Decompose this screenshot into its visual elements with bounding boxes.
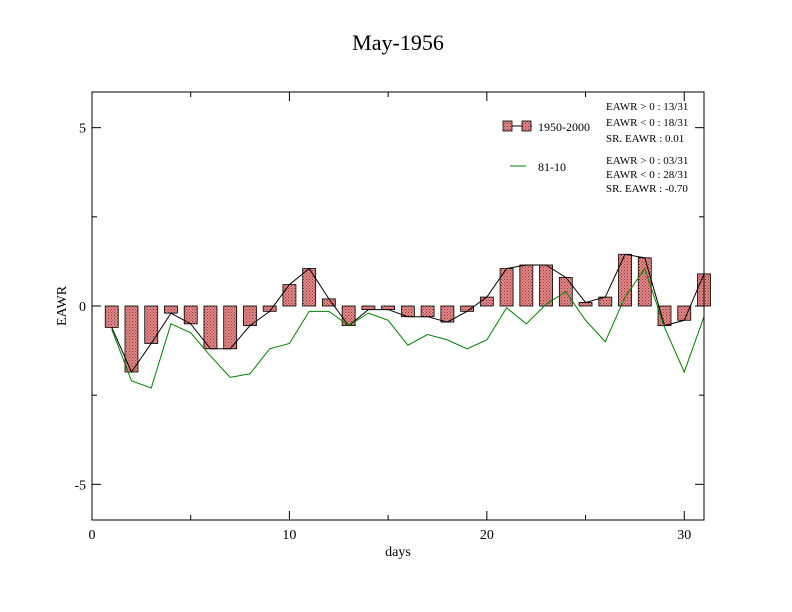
- bar-day-1: [104, 305, 119, 328]
- bar-day-21: [499, 268, 514, 307]
- chart-title: May-1956: [352, 30, 444, 55]
- legend-label-81-10: 81-10: [538, 160, 566, 174]
- stat-8110-pos: EAWR > 0 : 03/31: [606, 155, 688, 167]
- bar-day-30: [677, 305, 692, 321]
- bar-day-15: [381, 305, 396, 310]
- legend-swatch-right: [521, 120, 532, 132]
- bar-day-10: [282, 284, 297, 307]
- legend-label-1950-2000: 1950-2000: [538, 120, 590, 134]
- bar-day-17: [420, 305, 435, 318]
- bar-day-20: [479, 296, 494, 307]
- series-line-81-10: [111, 267, 705, 389]
- bar-day-22: [519, 264, 534, 307]
- stat-1950-neg: EAWR < 0 : 18/31: [606, 117, 688, 129]
- y-axis-label: EAWR: [55, 285, 70, 326]
- plot-area: [104, 253, 711, 389]
- x-axis-label: days: [385, 545, 411, 560]
- bar-day-25: [578, 302, 593, 307]
- y-tick-label-0: 0: [79, 300, 86, 315]
- legend: 1950-2000 81-10 EAWR > 0 : 13/31 EAWR < …: [502, 101, 688, 195]
- bar-day-14: [361, 305, 376, 310]
- axes: 0 10 20 30 -5 0 5: [74, 92, 704, 543]
- series-line-1950-2000: [111, 253, 705, 373]
- x-tick-label-20: 20: [480, 528, 494, 543]
- bar-day-3: [144, 305, 159, 344]
- stat-8110-neg: EAWR < 0 : 28/31: [606, 169, 688, 181]
- bar-day-7: [223, 305, 238, 350]
- x-tick-label-10: 10: [282, 528, 296, 543]
- bar-day-23: [539, 264, 553, 307]
- y-tick-label-5: 5: [79, 122, 86, 137]
- legend-swatch-left: [502, 120, 513, 132]
- stat-1950-pos: EAWR > 0 : 13/31: [606, 101, 688, 113]
- bar-day-11: [302, 268, 317, 307]
- stat-1950-sr: SR. EAWR : 0.01: [606, 133, 684, 145]
- stat-8110-sr: SR. EAWR : -0.70: [606, 183, 688, 195]
- bar-day-4: [164, 305, 178, 314]
- x-tick-label-30: 30: [677, 528, 691, 543]
- y-tick-label--5: -5: [74, 478, 86, 493]
- x-tick-label-0: 0: [89, 528, 96, 543]
